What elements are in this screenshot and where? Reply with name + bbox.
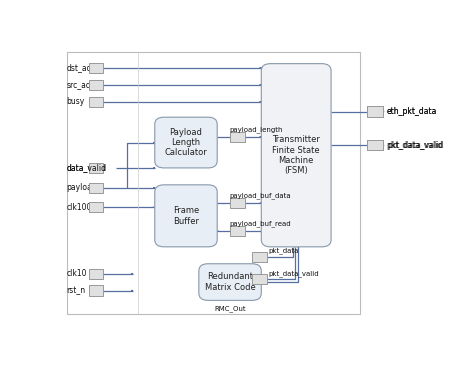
FancyBboxPatch shape [367,140,383,150]
Text: payload_buf_read: payload_buf_read [230,220,292,227]
FancyBboxPatch shape [252,251,267,262]
Bar [66,52,360,314]
FancyBboxPatch shape [89,163,103,173]
FancyBboxPatch shape [261,64,331,247]
FancyBboxPatch shape [367,140,383,150]
FancyBboxPatch shape [199,264,261,300]
Text: payload: payload [66,183,97,192]
FancyBboxPatch shape [367,107,383,117]
Text: Frame
Buffer: Frame Buffer [173,206,199,225]
Text: pkt_data_valid: pkt_data_valid [268,270,319,277]
Text: Payload
Length
Calculator: Payload Length Calculator [164,128,207,157]
FancyBboxPatch shape [89,97,103,107]
Text: rst_n: rst_n [66,286,86,295]
Text: data_valid: data_valid [66,164,107,172]
Text: Transmitter
Finite State
Machine
(FSM): Transmitter Finite State Machine (FSM) [272,135,320,175]
FancyBboxPatch shape [89,63,103,73]
Text: pkt_data_valid: pkt_data_valid [386,141,443,150]
Text: pkt_data: pkt_data [268,248,298,254]
FancyBboxPatch shape [89,80,103,90]
Text: busy: busy [66,97,85,106]
Text: data_valid: data_valid [66,164,107,172]
FancyBboxPatch shape [230,226,245,236]
FancyBboxPatch shape [367,107,383,117]
Text: src_addr: src_addr [66,80,100,89]
FancyBboxPatch shape [89,183,103,193]
Text: payload_length: payload_length [230,126,283,133]
FancyBboxPatch shape [89,202,103,212]
FancyBboxPatch shape [89,285,103,296]
Text: RMC_Out: RMC_Out [214,306,246,312]
Text: clk10: clk10 [66,269,87,278]
Text: eth_pkt_data: eth_pkt_data [387,107,438,116]
FancyBboxPatch shape [230,132,245,142]
FancyBboxPatch shape [155,117,217,168]
FancyBboxPatch shape [89,269,103,279]
Text: clk100: clk100 [66,203,92,212]
FancyBboxPatch shape [252,274,267,284]
FancyBboxPatch shape [230,198,245,208]
Text: payload_buf_data: payload_buf_data [230,192,292,199]
Text: Redundant
Matrix Code: Redundant Matrix Code [205,272,255,292]
Text: pkt_data_valid: pkt_data_valid [387,141,443,150]
Text: dst_addr: dst_addr [66,63,100,72]
FancyBboxPatch shape [155,185,217,247]
Text: eth_pkt_data: eth_pkt_data [386,107,437,116]
